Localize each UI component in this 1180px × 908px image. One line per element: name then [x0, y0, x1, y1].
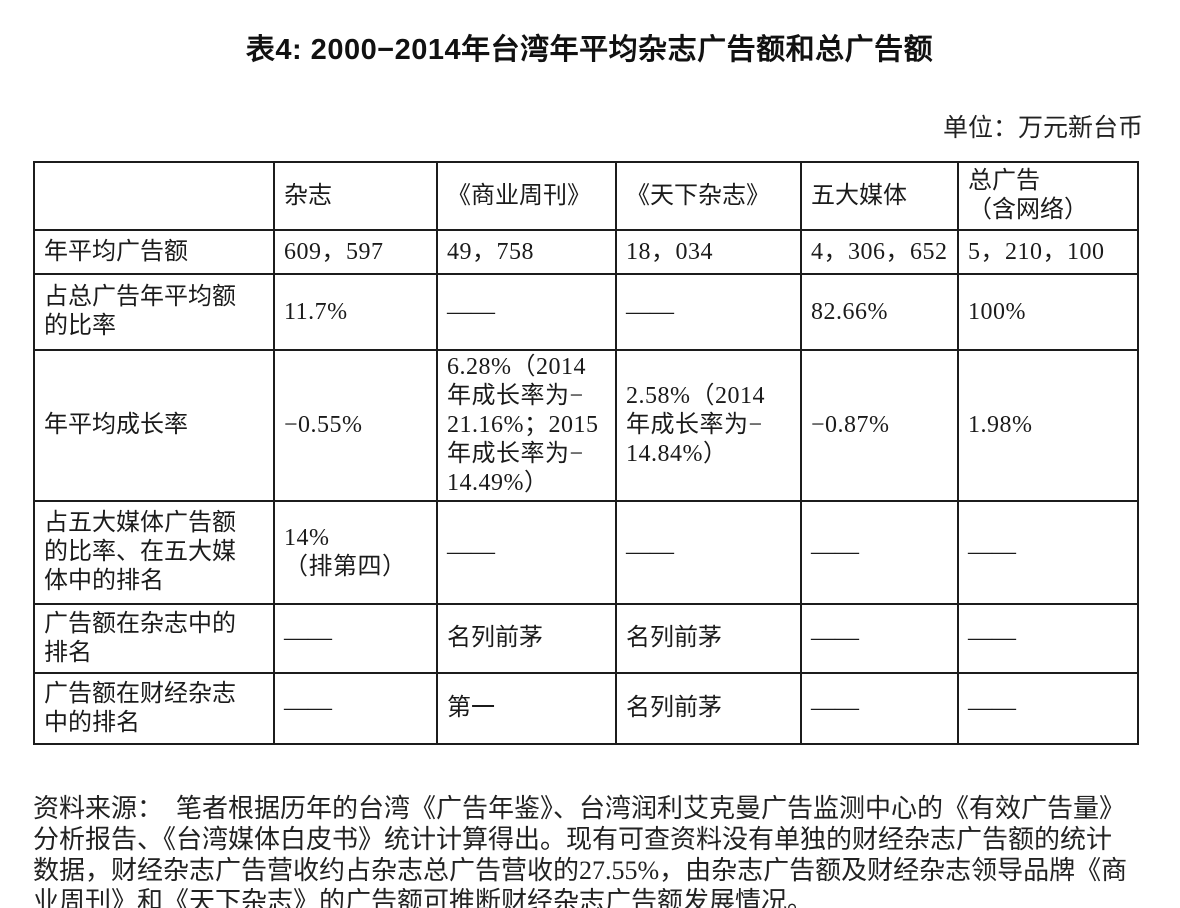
column-header-five-media: 五大媒体 [800, 161, 959, 231]
table-cell: 1.98% [957, 349, 1139, 502]
table-cell: —— [615, 273, 802, 351]
unit-note: 单位：万元新台币 [942, 115, 1143, 142]
table-cell: 49，758 [436, 229, 617, 275]
table-cell: —— [615, 500, 802, 605]
column-header-total-ad: 总广告 （含网络） [957, 161, 1139, 231]
table-row: 广告额在杂志中的 排名 —— 名列前茅 名列前茅 —— —— [33, 603, 1139, 674]
table-cell: —— [957, 500, 1139, 605]
table-cell: 82.66% [800, 273, 959, 351]
row-label: 广告额在杂志中的 排名 [33, 603, 275, 674]
row-label: 占五大媒体广告额 的比率、在五大媒 体中的排名 [33, 500, 275, 605]
column-header-empty [33, 161, 275, 231]
source-note: 资料来源： 笔者根据历年的台湾《广告年鉴》、台湾润利艾克曼广告监测中心的《有效广… [33, 794, 1128, 908]
table-cell: 名列前茅 [436, 603, 617, 674]
table-title: 表4: 2000−2014年台湾年平均杂志广告额和总广告额 [245, 34, 934, 66]
row-label: 年平均成长率 [33, 349, 275, 502]
table-cell: −0.87% [800, 349, 959, 502]
column-header-magazine: 杂志 [273, 161, 438, 231]
table-cell: —— [800, 500, 959, 605]
table-cell: —— [957, 672, 1139, 745]
table-cell: 609，597 [273, 229, 438, 275]
row-label: 占总广告年平均额 的比率 [33, 273, 275, 351]
table-cell: 18，034 [615, 229, 802, 275]
table-cell: 第一 [436, 672, 617, 745]
table-cell: —— [436, 500, 617, 605]
data-table: 杂志 《商业周刊》 《天下杂志》 五大媒体 总广告 （含网络） 年平均广告额 6… [33, 161, 1139, 745]
table-row: 年平均成长率 −0.55% 6.28%（2014 年成长率为− 21.16%；2… [33, 349, 1139, 502]
column-header-commonwealth: 《天下杂志》 [615, 161, 802, 231]
table-cell: —— [273, 603, 438, 674]
table-cell: —— [800, 603, 959, 674]
table-row: 广告额在财经杂志 中的排名 —— 第一 名列前茅 —— —— [33, 672, 1139, 745]
column-header-business-weekly: 《商业周刊》 [436, 161, 617, 231]
table-cell: —— [436, 273, 617, 351]
table-row: 占总广告年平均额 的比率 11.7% —— —— 82.66% 100% [33, 273, 1139, 351]
table-cell: 6.28%（2014 年成长率为− 21.16%；2015 年成长率为− 14.… [436, 349, 617, 502]
table-cell: 11.7% [273, 273, 438, 351]
table-cell: 2.58%（2014 年成长率为− 14.84%） [615, 349, 802, 502]
table-cell: 100% [957, 273, 1139, 351]
table-cell: —— [800, 672, 959, 745]
table-cell: 名列前茅 [615, 672, 802, 745]
row-label: 广告额在财经杂志 中的排名 [33, 672, 275, 745]
table-cell: 14% （排第四） [273, 500, 438, 605]
table-cell: 名列前茅 [615, 603, 802, 674]
table-row: 占五大媒体广告额 的比率、在五大媒 体中的排名 14% （排第四） —— —— … [33, 500, 1139, 605]
table-cell: —— [957, 603, 1139, 674]
table-row: 年平均广告额 609，597 49，758 18，034 4，306，652 5… [33, 229, 1139, 275]
table-cell: −0.55% [273, 349, 438, 502]
table-cell: 4，306，652 [800, 229, 959, 275]
table-cell: —— [273, 672, 438, 745]
table-cell: 5，210，100 [957, 229, 1139, 275]
header-row: 杂志 《商业周刊》 《天下杂志》 五大媒体 总广告 （含网络） [33, 161, 1139, 231]
row-label: 年平均广告额 [33, 229, 275, 275]
